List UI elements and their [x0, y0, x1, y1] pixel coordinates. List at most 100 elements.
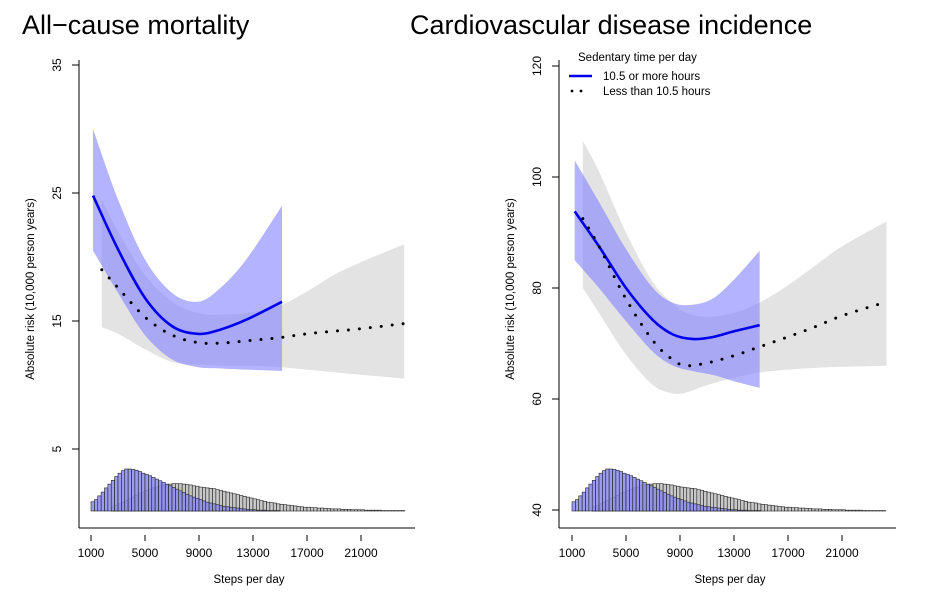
- histogram-bar: [686, 501, 691, 512]
- histogram-bar: [797, 507, 802, 512]
- histogram-bar: [232, 507, 237, 512]
- histogram-bar: [181, 492, 186, 512]
- series-dot-low-sedentary: [122, 292, 126, 296]
- histogram-bar: [283, 504, 288, 512]
- histogram-bar: [649, 485, 654, 512]
- histogram-bar: [767, 504, 772, 512]
- legend-title: Sedentary time per day: [578, 52, 697, 64]
- histogram-bar: [571, 501, 576, 512]
- y-tick-label: 15: [50, 314, 64, 328]
- histogram-bar: [733, 509, 738, 512]
- histogram-bar: [807, 508, 812, 512]
- series-dot-low-sedentary: [834, 316, 838, 320]
- series-dot-low-sedentary: [107, 276, 111, 280]
- histogram-bar: [360, 509, 365, 512]
- legend: Sedentary time per day 10.5 or more hour…: [569, 52, 711, 98]
- histogram-bar: [374, 509, 379, 512]
- histogram-bar: [629, 475, 634, 512]
- y-tick-label: 80: [530, 281, 544, 295]
- y-tick-label: 60: [530, 392, 544, 406]
- histogram-bar: [716, 507, 721, 512]
- histogram-bar: [117, 472, 122, 512]
- series-dot-low-sedentary: [639, 322, 643, 326]
- histogram-bar: [330, 508, 335, 512]
- histogram-bar: [326, 508, 331, 512]
- series-dot-low-sedentary: [617, 284, 621, 288]
- histogram-bar: [350, 509, 355, 512]
- histogram-bar: [225, 506, 230, 512]
- series-dot-low-sedentary: [144, 316, 148, 320]
- histogram-bar: [726, 496, 731, 512]
- series-dot-low-sedentary: [115, 284, 119, 288]
- series-dot-low-sedentary: [668, 356, 672, 360]
- histogram-bar: [161, 482, 166, 512]
- series-dot-low-sedentary: [401, 322, 405, 326]
- histogram-bar: [252, 498, 257, 512]
- histogram-bar: [249, 497, 254, 512]
- series-dot-low-sedentary: [281, 335, 285, 339]
- series-dot-low-sedentary: [204, 341, 208, 345]
- histogram-bar: [323, 508, 328, 512]
- histogram-bar: [262, 509, 267, 512]
- histogram-bar: [801, 507, 806, 512]
- histogram-bar: [710, 506, 715, 512]
- axes: 1000 5000 9000 13000 17000 21000 40 60 80 100 120: [530, 56, 896, 560]
- series-line-high-sedentary: [573, 210, 760, 341]
- x-tick-label: 17000: [771, 546, 805, 560]
- histogram-bar: [706, 506, 711, 512]
- histogram-bar: [110, 480, 115, 512]
- histogram-bar: [202, 500, 207, 512]
- x-tick-label: 5000: [613, 546, 640, 560]
- histogram-bar: [279, 503, 284, 512]
- histogram-bar: [252, 509, 257, 512]
- legend-entry: 10.5 or more hours: [603, 71, 700, 83]
- histogram-bar: [814, 508, 819, 512]
- histogram-bar: [726, 509, 731, 512]
- series-lines: [573, 210, 880, 368]
- histogram-bar: [141, 472, 146, 512]
- histogram-bar: [730, 509, 735, 512]
- histogram-bar: [269, 502, 274, 512]
- histogram-bar: [780, 506, 785, 512]
- histogram-bar: [615, 469, 620, 512]
- histogram-bar: [743, 509, 748, 512]
- histogram-bar: [804, 508, 809, 512]
- histogram-bar: [851, 509, 856, 512]
- histogram-bar: [669, 495, 674, 512]
- ci-band-high-sedentary: [93, 129, 283, 371]
- histogram-bar: [94, 499, 99, 512]
- series-dot-low-sedentary: [855, 309, 859, 313]
- series-dot-low-sedentary: [390, 323, 394, 327]
- histogram-bar: [289, 505, 294, 512]
- series-dot-low-sedentary: [136, 309, 140, 313]
- histogram-bar: [320, 507, 325, 512]
- histogram-bar: [838, 509, 843, 512]
- histogram-bar: [299, 506, 304, 512]
- series-dot-low-sedentary: [335, 329, 339, 333]
- histogram-bar: [296, 506, 301, 512]
- histogram-bar: [272, 502, 277, 512]
- histogram-bar: [845, 509, 850, 512]
- series-dot-low-sedentary: [607, 265, 611, 269]
- histogram-bar: [218, 505, 223, 512]
- histogram-bar: [316, 507, 321, 512]
- series-dot-low-sedentary: [709, 360, 713, 364]
- histogram-bar: [164, 483, 169, 512]
- histogram-bar: [656, 488, 661, 512]
- y-tick-label: 40: [530, 503, 544, 517]
- series-dot-low-sedentary: [720, 357, 724, 361]
- histogram-bar: [205, 501, 210, 512]
- histogram-bar: [212, 503, 217, 512]
- x-tick-label: 5000: [132, 546, 159, 560]
- histogram-bar: [760, 503, 765, 512]
- series-dot-low-sedentary: [162, 329, 166, 333]
- series-dot-low-sedentary: [865, 306, 869, 310]
- histogram-bar: [740, 509, 745, 512]
- histogram-bar: [605, 468, 610, 512]
- histogram-bar: [642, 482, 647, 512]
- series-dot-low-sedentary: [646, 331, 650, 335]
- histogram-bar: [158, 480, 163, 512]
- x-tick-label: 9000: [667, 546, 694, 560]
- histogram-bar: [185, 493, 190, 512]
- histogram-bar: [310, 507, 315, 512]
